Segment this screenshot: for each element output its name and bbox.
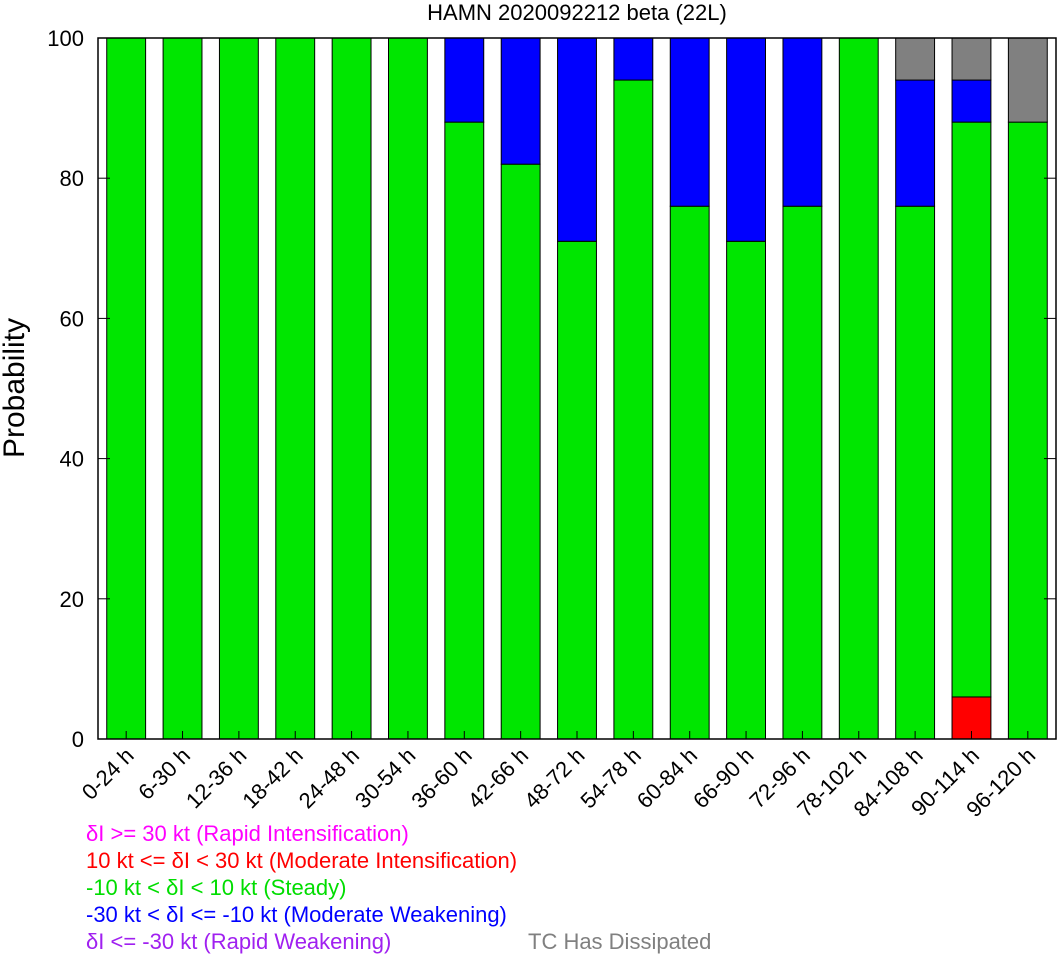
bar-72-96h-steady bbox=[782, 205, 823, 740]
legend-entry-rapid-weakening: δI <= -30 kt (Rapid Weakening) bbox=[86, 929, 392, 954]
legend-entry-moderate-intensification: 10 kt <= δI < 30 kt (Moderate Intensific… bbox=[86, 848, 518, 873]
y-tick-label: 20 bbox=[60, 587, 84, 612]
bar-84-108h-moderate-weakening bbox=[895, 79, 936, 207]
bar-36-60h-moderate-weakening bbox=[444, 37, 485, 123]
bar-54-78h-steady bbox=[613, 79, 654, 740]
legend-entry-steady: -10 kt < δI < 10 kt (Steady) bbox=[86, 875, 347, 900]
bars-group bbox=[106, 37, 1048, 740]
bar-12-36h-steady bbox=[218, 37, 259, 740]
y-axis-label: Probability bbox=[0, 318, 31, 458]
bar-90-114h-moderate-weakening bbox=[951, 79, 992, 123]
bar-18-42h-steady bbox=[275, 37, 316, 740]
bar-66-90h-moderate-weakening bbox=[726, 37, 766, 242]
chart-title: HAMN 2020092212 beta (22L) bbox=[427, 0, 727, 25]
x-tick-label: 0-24 h bbox=[77, 743, 139, 805]
y-tick-label: 80 bbox=[60, 166, 84, 191]
bar-78-102h-steady bbox=[838, 37, 879, 740]
bar-48-72h-moderate-weakening bbox=[557, 37, 597, 242]
bar-6-30h-steady bbox=[162, 37, 203, 740]
bar-36-60h-steady bbox=[444, 121, 485, 740]
x-tick-label: 24-48 h bbox=[294, 743, 364, 813]
y-tick-label: 0 bbox=[72, 727, 84, 752]
bar-72-96h-moderate-weakening bbox=[782, 37, 823, 207]
bar-0-24h-steady bbox=[106, 37, 147, 740]
bar-48-72h-steady bbox=[557, 240, 597, 740]
bar-96-120h-tc-has-dissipated bbox=[1007, 37, 1048, 123]
x-tick-label: 42-66 h bbox=[463, 743, 533, 813]
x-tick-label: 12-36 h bbox=[181, 743, 251, 813]
x-tick-label: 48-72 h bbox=[519, 743, 589, 813]
legend-entry-moderate-weakening: -30 kt < δI <= -10 kt (Moderate Weakenin… bbox=[86, 902, 507, 927]
plot-frame bbox=[97, 37, 1057, 740]
x-tick-label: 54-78 h bbox=[575, 743, 645, 813]
x-tick-label: 18-42 h bbox=[237, 743, 307, 813]
bar-90-114h-tc-has-dissipated bbox=[951, 37, 992, 81]
y-tick-label: 60 bbox=[60, 306, 84, 331]
x-tick-label: 30-54 h bbox=[350, 743, 420, 813]
bar-54-78h-moderate-weakening bbox=[613, 37, 654, 81]
legend-entry-rapid-intensification: δI >= 30 kt (Rapid Intensification) bbox=[86, 821, 409, 846]
bar-42-66h-moderate-weakening bbox=[500, 37, 541, 165]
legend-entry-dissipated: TC Has Dissipated bbox=[528, 929, 712, 954]
y-tick-label: 100 bbox=[47, 26, 84, 51]
bar-90-114h-steady bbox=[951, 121, 992, 698]
y-tick-label: 40 bbox=[60, 447, 84, 472]
bar-42-66h-steady bbox=[500, 163, 541, 740]
bar-96-120h-steady bbox=[1007, 121, 1048, 740]
legend: δI >= 30 kt (Rapid Intensification) 10 k… bbox=[86, 820, 517, 955]
x-ticks-group: 0-24 h6-30 h12-36 h18-42 h24-48 h30-54 h… bbox=[77, 731, 1040, 822]
bar-84-108h-steady bbox=[895, 205, 936, 740]
x-tick-label: 60-84 h bbox=[632, 743, 702, 813]
bar-24-48h-steady bbox=[331, 37, 372, 740]
bar-66-90h-steady bbox=[726, 240, 766, 740]
x-tick-label: 66-90 h bbox=[688, 743, 758, 813]
bar-30-54h-steady bbox=[388, 37, 428, 740]
bar-84-108h-tc-has-dissipated bbox=[895, 37, 936, 81]
y-ticks-group: 0 20 40 60 80 100 bbox=[47, 26, 1056, 752]
bar-60-84h-steady bbox=[669, 205, 710, 740]
x-tick-label: 36-60 h bbox=[406, 743, 476, 813]
bar-60-84h-moderate-weakening bbox=[669, 37, 710, 207]
